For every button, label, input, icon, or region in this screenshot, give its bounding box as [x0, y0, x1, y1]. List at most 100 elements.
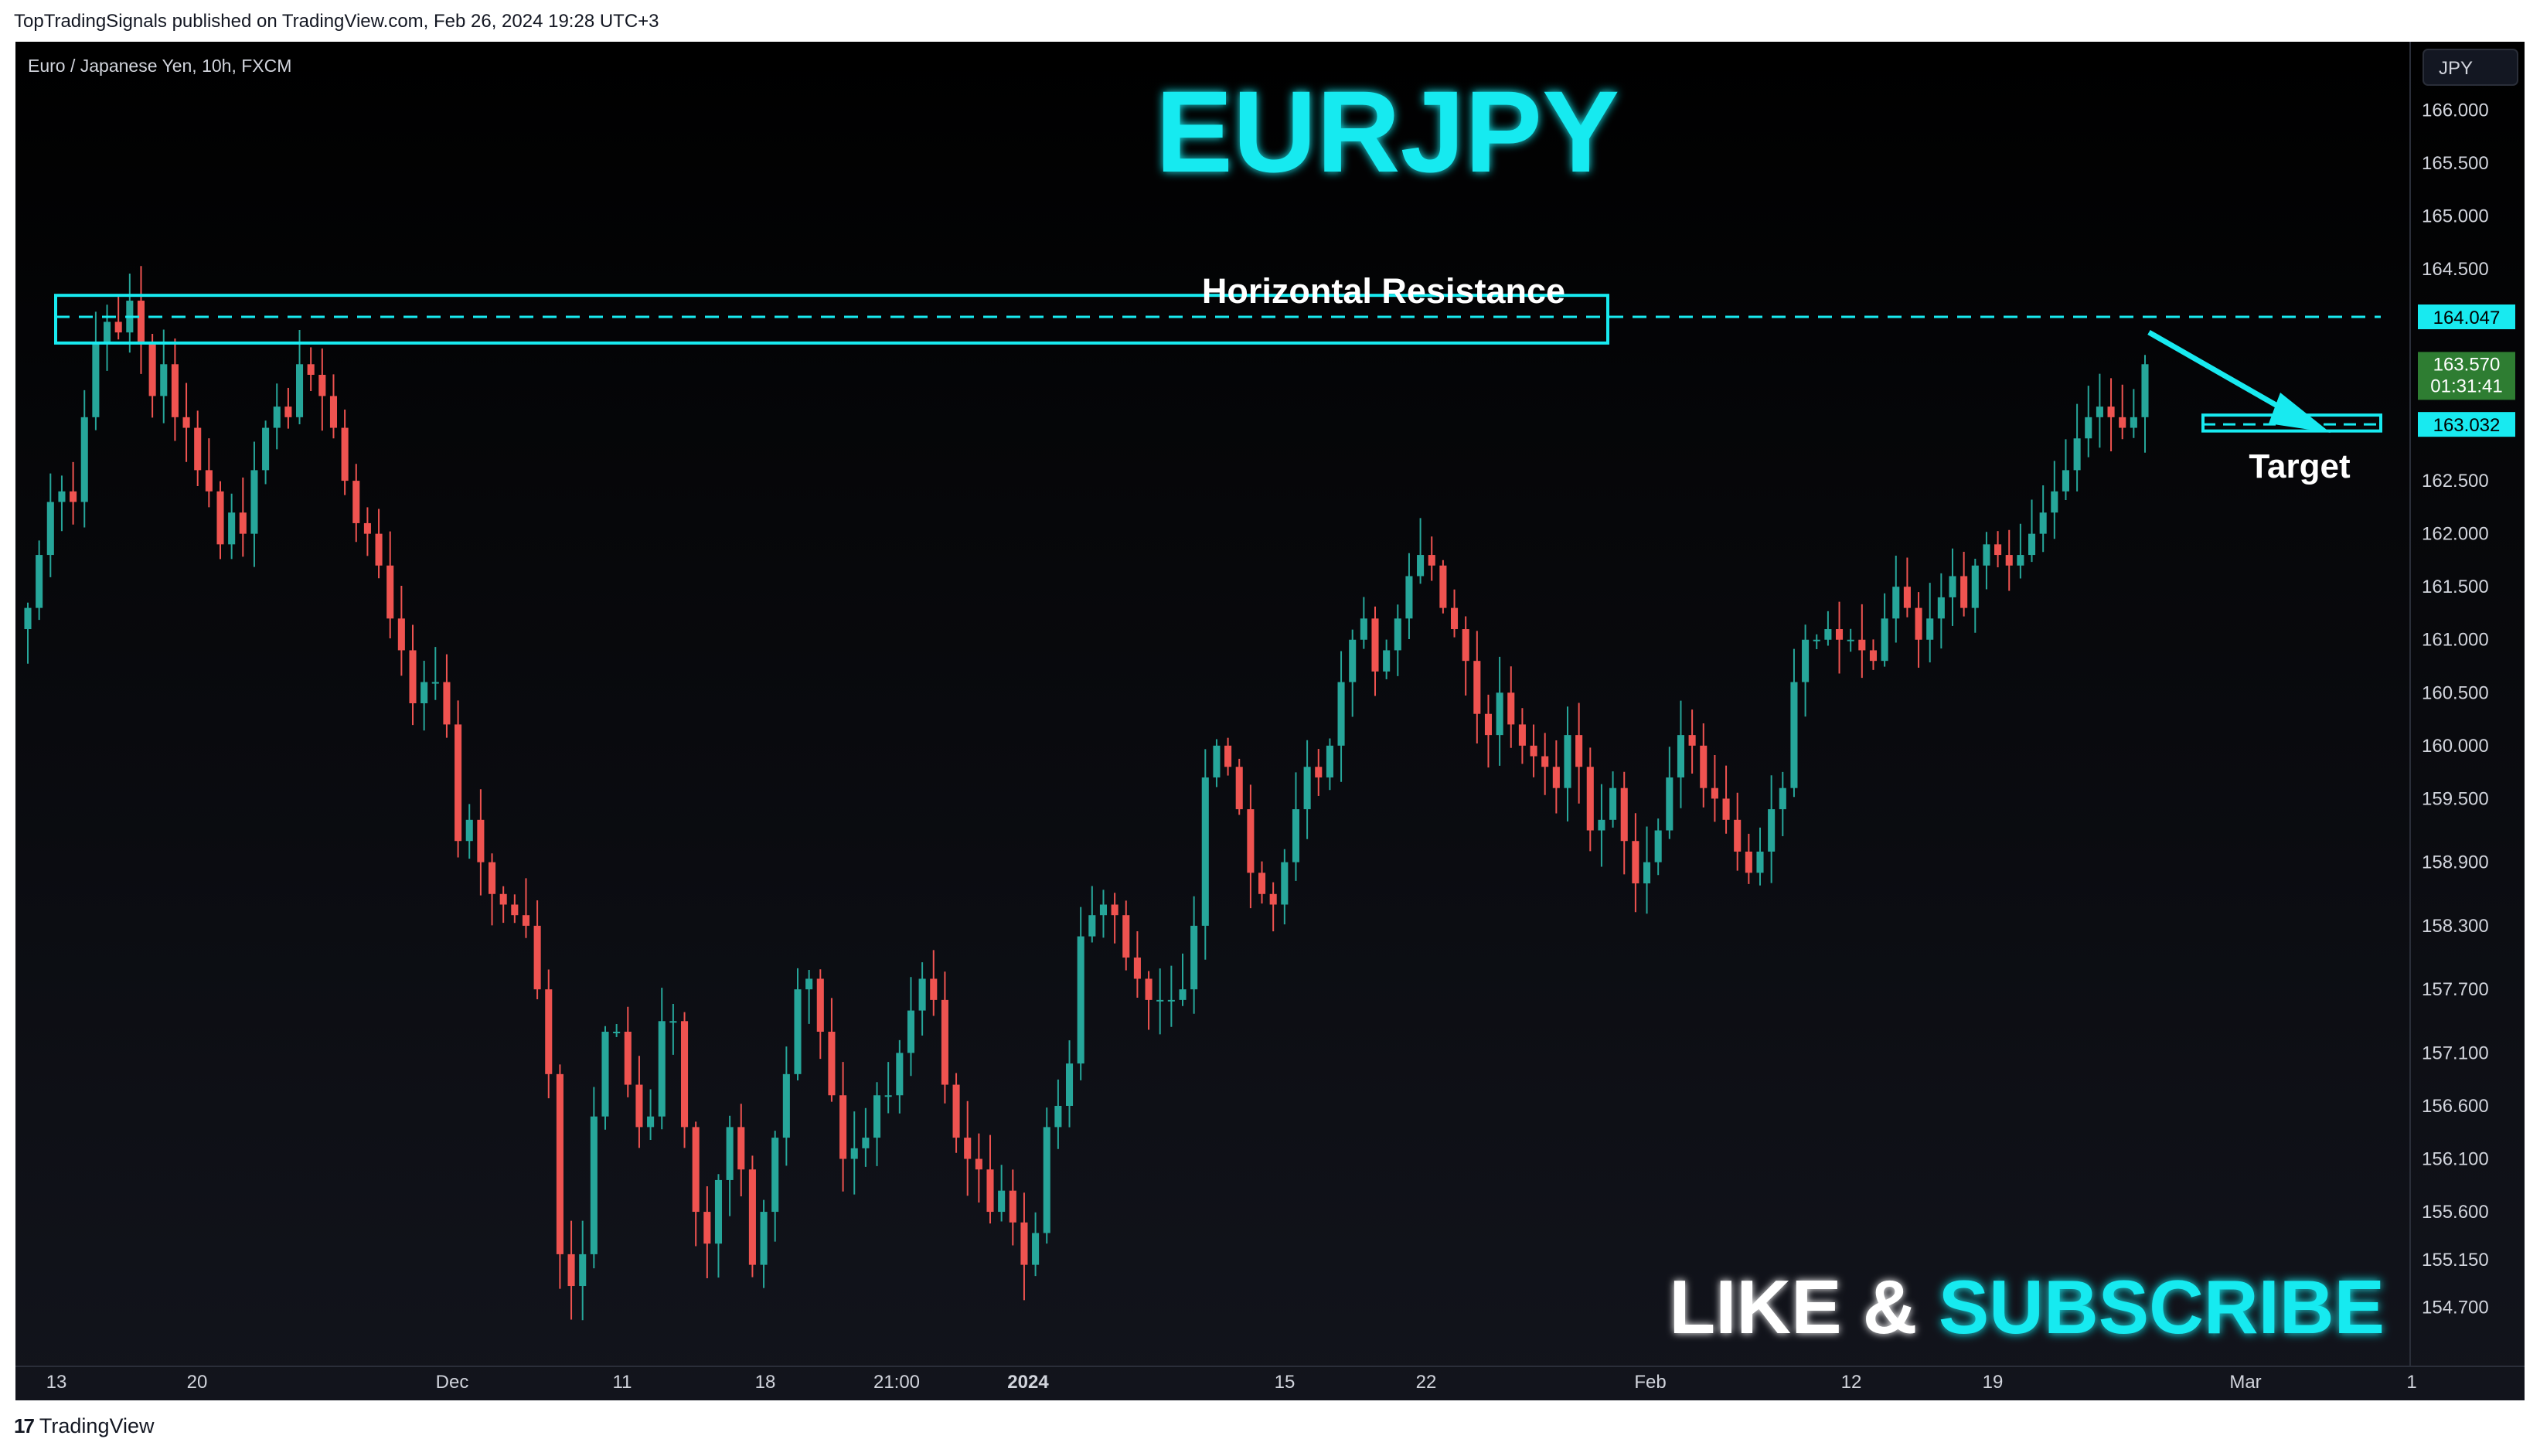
candle — [262, 420, 270, 485]
candle-countdown: 01:31:41 — [2430, 376, 2502, 396]
candle — [1065, 1040, 1074, 1128]
candle — [522, 878, 530, 938]
candle — [567, 1220, 575, 1320]
candle — [998, 1165, 1006, 1222]
x-tick-label: 19 — [1983, 1372, 2004, 1393]
candle — [1937, 573, 1945, 649]
subscribe-banner: LIKE & SUBSCRIBE — [1669, 1264, 2385, 1349]
candle — [2028, 499, 2036, 563]
x-tick-label: 20 — [187, 1372, 208, 1393]
candle — [1009, 1169, 1016, 1246]
y-tick-label: 157.700 — [2422, 979, 2489, 1000]
candle — [1768, 775, 1776, 883]
candles — [24, 266, 2149, 1321]
candle — [1813, 634, 1820, 650]
time-axis: 13 20 Dec 11 18 21:00 2024 15 22 Feb 12 19 Mar 1 — [46, 1372, 2417, 1393]
candle — [680, 1012, 689, 1148]
candle — [431, 647, 439, 700]
candle — [1949, 548, 1956, 626]
candle — [205, 438, 213, 508]
resistance-zone — [54, 294, 1609, 345]
y-tick-label: 158.900 — [2422, 852, 2489, 873]
candle — [1122, 900, 1130, 971]
candle — [941, 971, 948, 1104]
candle — [930, 950, 938, 1016]
candle — [1349, 629, 1357, 717]
candle — [1405, 553, 1413, 639]
candle — [499, 886, 507, 924]
candle — [397, 585, 405, 676]
candle — [1881, 593, 1888, 667]
candle — [2085, 386, 2092, 458]
candle — [216, 481, 224, 560]
candle — [1179, 953, 1187, 1006]
candle — [420, 660, 428, 731]
candle — [70, 461, 77, 525]
candle — [986, 1135, 994, 1224]
cta-like: LIKE & — [1669, 1264, 1938, 1349]
candle — [1394, 604, 1401, 676]
candle — [1111, 893, 1118, 944]
candle — [1609, 771, 1617, 828]
tradingview-brand[interactable]: 17 TradingView — [14, 1414, 155, 1438]
candle — [386, 531, 394, 639]
candle — [2107, 378, 2115, 452]
y-tick-label: 158.300 — [2422, 916, 2489, 937]
candle — [1632, 813, 1639, 913]
currency-button[interactable]: JPY — [2423, 49, 2518, 86]
y-tick-label: 166.000 — [2422, 100, 2489, 121]
candle — [2005, 529, 2013, 591]
x-tick-label: Feb — [1634, 1372, 1666, 1393]
svg-text:163.570: 163.570 — [2433, 354, 2501, 375]
candle — [1847, 628, 1854, 652]
y-tick-label: 162.500 — [2422, 471, 2489, 492]
candle — [1247, 784, 1255, 909]
candle — [1756, 827, 1764, 886]
candle — [1654, 818, 1662, 876]
candle — [1439, 560, 1447, 614]
x-tick-label: Dec — [436, 1372, 469, 1393]
candle — [1892, 555, 1900, 643]
candle — [1835, 601, 1844, 674]
last-price-label: 163.570 01:31:41 — [2418, 352, 2515, 400]
candle — [239, 477, 247, 557]
candle — [782, 1046, 790, 1166]
candle — [375, 509, 383, 579]
currency-button-label: JPY — [2439, 58, 2473, 79]
candle — [1201, 749, 1209, 960]
candle — [1598, 784, 1605, 867]
candle — [1224, 737, 1232, 776]
candle — [1677, 700, 1685, 808]
candle — [228, 493, 236, 560]
candle — [1235, 758, 1243, 815]
candle — [952, 1073, 960, 1153]
candle — [1326, 738, 1333, 791]
candle — [295, 330, 304, 424]
candle — [1088, 886, 1096, 943]
tradingview-logo: 17 — [14, 1414, 35, 1437]
candle — [1213, 739, 1221, 788]
candle — [828, 998, 836, 1102]
y-tick-label: 155.150 — [2422, 1250, 2489, 1271]
candle — [760, 1199, 768, 1288]
candle — [273, 383, 281, 450]
candle — [1541, 733, 1549, 795]
candle — [114, 294, 122, 340]
x-tick-label: 15 — [1275, 1372, 1296, 1393]
candle — [658, 988, 666, 1130]
candle — [284, 387, 292, 429]
candle — [1145, 971, 1153, 1030]
candle — [103, 304, 111, 371]
candle — [1484, 694, 1493, 768]
candle — [839, 1062, 847, 1192]
candle — [137, 266, 145, 374]
candle — [148, 333, 156, 418]
candle — [1779, 771, 1786, 837]
y-tick-label: 165.000 — [2422, 206, 2489, 226]
y-tick-label: 161.500 — [2422, 577, 2489, 597]
candle — [907, 977, 915, 1077]
candle — [669, 1004, 677, 1055]
y-tick-label: 156.100 — [2422, 1149, 2489, 1170]
target-label: Target — [2249, 447, 2351, 485]
